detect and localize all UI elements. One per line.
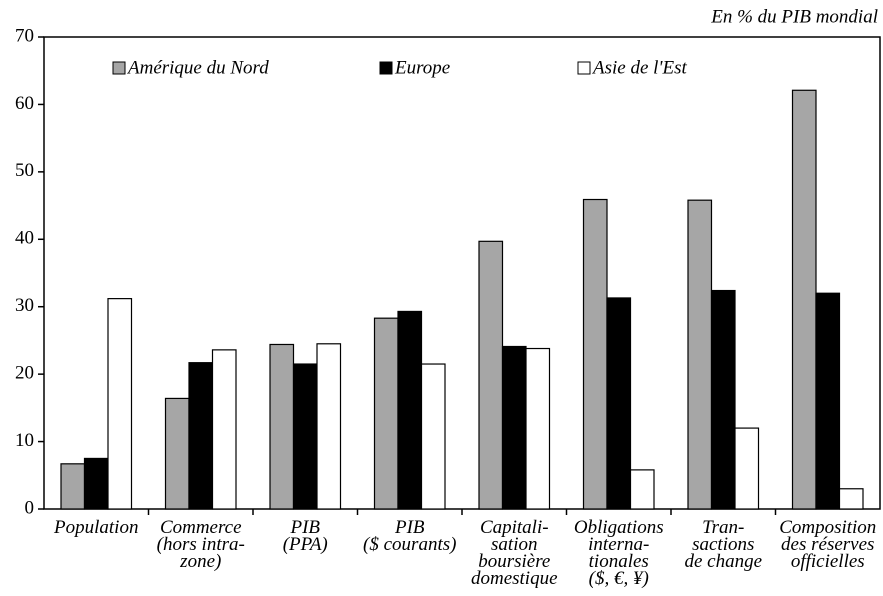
y-tick-label: 50 xyxy=(15,160,34,181)
bar xyxy=(83,457,109,510)
bar xyxy=(501,345,527,510)
bar xyxy=(734,427,760,510)
x-tick-label: Population xyxy=(53,517,138,538)
bar xyxy=(373,317,399,510)
bar xyxy=(606,297,632,510)
y-tick-label: 10 xyxy=(15,430,34,451)
legend-label: Asie de l'Est xyxy=(591,57,687,78)
bar xyxy=(269,343,295,510)
legend-label: Amérique du Nord xyxy=(126,57,269,78)
bar xyxy=(164,397,190,510)
x-tick-label: Obligations interna-tionales ($, €, ¥) xyxy=(574,517,664,589)
bar xyxy=(60,463,86,510)
annotation: En % du PIB mondial xyxy=(710,6,878,27)
bar xyxy=(710,289,736,510)
y-tick-label: 0 xyxy=(25,497,35,518)
bar xyxy=(478,240,504,510)
bar xyxy=(687,199,713,510)
bar xyxy=(211,349,237,510)
bar xyxy=(316,343,342,510)
bar xyxy=(791,89,817,510)
bar xyxy=(815,292,841,510)
legend-swatch xyxy=(379,61,393,75)
bar xyxy=(397,310,423,510)
bar xyxy=(629,469,655,510)
x-tick-label: Tran-sactions de change xyxy=(684,517,762,572)
bar xyxy=(838,488,864,510)
x-tick-label: Capitali-sation boursière domestique xyxy=(471,517,558,589)
legend-label: Europe xyxy=(394,57,450,78)
y-tick-label: 20 xyxy=(15,363,34,384)
x-tick-label: Composition des réserves officielles xyxy=(779,517,876,572)
bar xyxy=(107,298,133,510)
bar xyxy=(420,363,446,510)
x-tick-label: PIB ($ courants) xyxy=(363,517,456,555)
bar xyxy=(525,347,551,510)
x-tick-label: Commerce (hors intra-zone) xyxy=(157,517,245,572)
legend-swatch xyxy=(577,61,591,75)
y-tick-label: 60 xyxy=(15,93,34,114)
y-tick-label: 70 xyxy=(15,25,34,46)
bar xyxy=(582,198,608,510)
x-tick-label: PIB (PPA) xyxy=(283,517,328,555)
legend-swatch xyxy=(112,61,126,75)
y-tick-label: 30 xyxy=(15,295,34,316)
bar xyxy=(188,362,214,510)
bar xyxy=(292,363,318,510)
y-tick-label: 40 xyxy=(15,228,34,249)
